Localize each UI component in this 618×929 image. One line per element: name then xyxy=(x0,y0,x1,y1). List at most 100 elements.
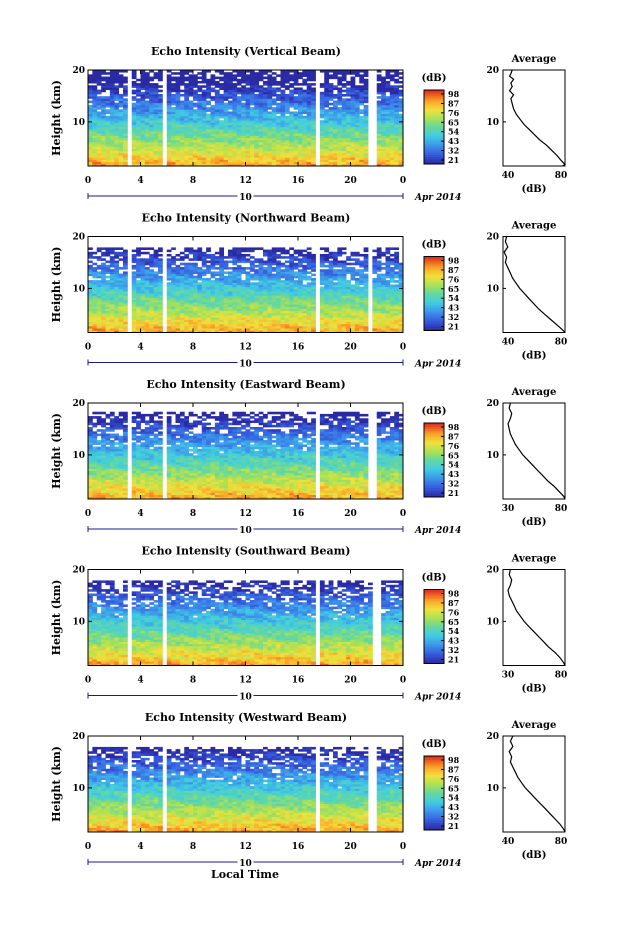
heatmap-cell xyxy=(306,293,312,296)
heatmap-cell xyxy=(319,155,325,158)
heatmap-cell xyxy=(254,85,260,88)
heatmap-cell xyxy=(153,299,159,303)
heatmap-cell xyxy=(179,315,185,318)
heatmap-cell xyxy=(306,91,312,95)
heatmap-cell xyxy=(105,115,111,119)
heatmap-cell xyxy=(131,85,137,88)
heatmap-cell xyxy=(166,152,172,156)
heatmap-cell xyxy=(241,152,246,156)
heatmap-cell xyxy=(96,161,102,165)
heatmap-cell xyxy=(206,330,211,333)
heatmap-cell xyxy=(101,102,106,106)
heatmap-cell xyxy=(241,315,246,318)
heatmap-cell xyxy=(88,159,93,163)
heatmap-cell xyxy=(206,135,211,139)
heatmap-cell xyxy=(293,163,299,167)
heatmap-cell xyxy=(337,284,343,288)
heatmap-cell xyxy=(311,96,316,99)
heatmap-cell xyxy=(389,74,395,77)
heatmap-cell xyxy=(223,124,229,128)
heatmap-cell xyxy=(144,319,150,322)
heatmap-cell xyxy=(232,100,238,104)
heatmap-cell xyxy=(284,304,290,307)
heatmap-cell xyxy=(123,295,128,298)
heatmap-cell xyxy=(346,137,351,141)
heatmap-cell xyxy=(101,113,106,117)
heatmap-cell xyxy=(144,267,150,270)
heatmap-cell xyxy=(206,308,211,312)
heatmap-cell xyxy=(149,301,155,305)
heatmap-cell xyxy=(271,295,277,298)
heatmap-cell xyxy=(131,111,137,115)
colorbar-segment xyxy=(424,97,444,100)
heatmap-cell xyxy=(328,293,334,296)
heatmap-cell xyxy=(149,260,155,264)
heatmap-cell xyxy=(324,155,330,158)
heatmap-cell xyxy=(201,306,207,309)
heatmap-cell xyxy=(280,312,286,316)
heatmap-cell xyxy=(302,150,308,154)
heatmap-cell xyxy=(136,163,141,167)
heatmap-cell xyxy=(105,139,111,143)
heatmap-cell xyxy=(350,275,356,279)
heatmap-cell xyxy=(245,104,251,108)
heatmap-cell xyxy=(276,96,281,99)
y-tick-label: 20 xyxy=(72,66,85,76)
heatmap-cell xyxy=(144,120,150,123)
heatmap-cell xyxy=(249,155,255,158)
heatmap-cell xyxy=(354,315,360,318)
heatmap-cell xyxy=(263,113,268,117)
heatmap-cell xyxy=(228,161,233,165)
heatmap-cell xyxy=(394,85,400,88)
heatmap-cell xyxy=(201,126,207,130)
heatmap-cell xyxy=(284,107,290,110)
heatmap-cell xyxy=(324,159,330,163)
heatmap-cell xyxy=(241,126,246,130)
heatmap-cell xyxy=(267,323,273,327)
heatmap-cell xyxy=(109,78,115,82)
heatmap-cell xyxy=(88,306,93,309)
heatmap-cell xyxy=(136,291,141,294)
heatmap-cell xyxy=(188,76,194,80)
heatmap-cell xyxy=(219,115,225,119)
heatmap-cell xyxy=(363,96,369,99)
heatmap-cell xyxy=(302,269,308,272)
heatmap-cell xyxy=(267,126,273,130)
heatmap-cell xyxy=(109,124,115,128)
heatmap-cell xyxy=(188,291,194,294)
heatmap-cell xyxy=(328,89,334,93)
heatmap-cell xyxy=(188,111,194,115)
heatmap-cell xyxy=(96,312,102,316)
heatmap-cell xyxy=(166,104,172,108)
heatmap-cell xyxy=(267,80,273,84)
heatmap-cell xyxy=(144,139,150,143)
heatmap-cell xyxy=(214,122,220,125)
colorbar-segment xyxy=(424,101,444,104)
heatmap-cell xyxy=(144,104,150,108)
heatmap-cell xyxy=(381,133,386,136)
heatmap-cell xyxy=(109,113,115,117)
heatmap-cell xyxy=(118,163,124,167)
heatmap-cell xyxy=(140,291,146,294)
heatmap-cell xyxy=(92,135,98,139)
heatmap-cell xyxy=(271,260,277,264)
heatmap-cell xyxy=(333,277,338,281)
heatmap-cell xyxy=(149,146,155,149)
heatmap-cell xyxy=(101,124,106,128)
heatmap-cell xyxy=(171,137,176,141)
colorbar-tick-label: 21 xyxy=(448,155,459,165)
heatmap-cell xyxy=(293,124,299,128)
heatmap-cell xyxy=(214,135,220,139)
heatmap-cell xyxy=(118,282,124,285)
heatmap-cell xyxy=(136,286,141,290)
heatmap-cell xyxy=(319,321,325,325)
heatmap-cell xyxy=(354,91,360,95)
heatmap-cell xyxy=(341,137,347,141)
heatmap-cell xyxy=(210,325,216,329)
heatmap-cell xyxy=(171,78,176,82)
heatmap-cell xyxy=(254,323,260,327)
heatmap-cell xyxy=(236,111,242,115)
heatmap-cell xyxy=(249,109,255,112)
heatmap-cell xyxy=(319,146,325,149)
heatmap-cell xyxy=(175,109,181,112)
